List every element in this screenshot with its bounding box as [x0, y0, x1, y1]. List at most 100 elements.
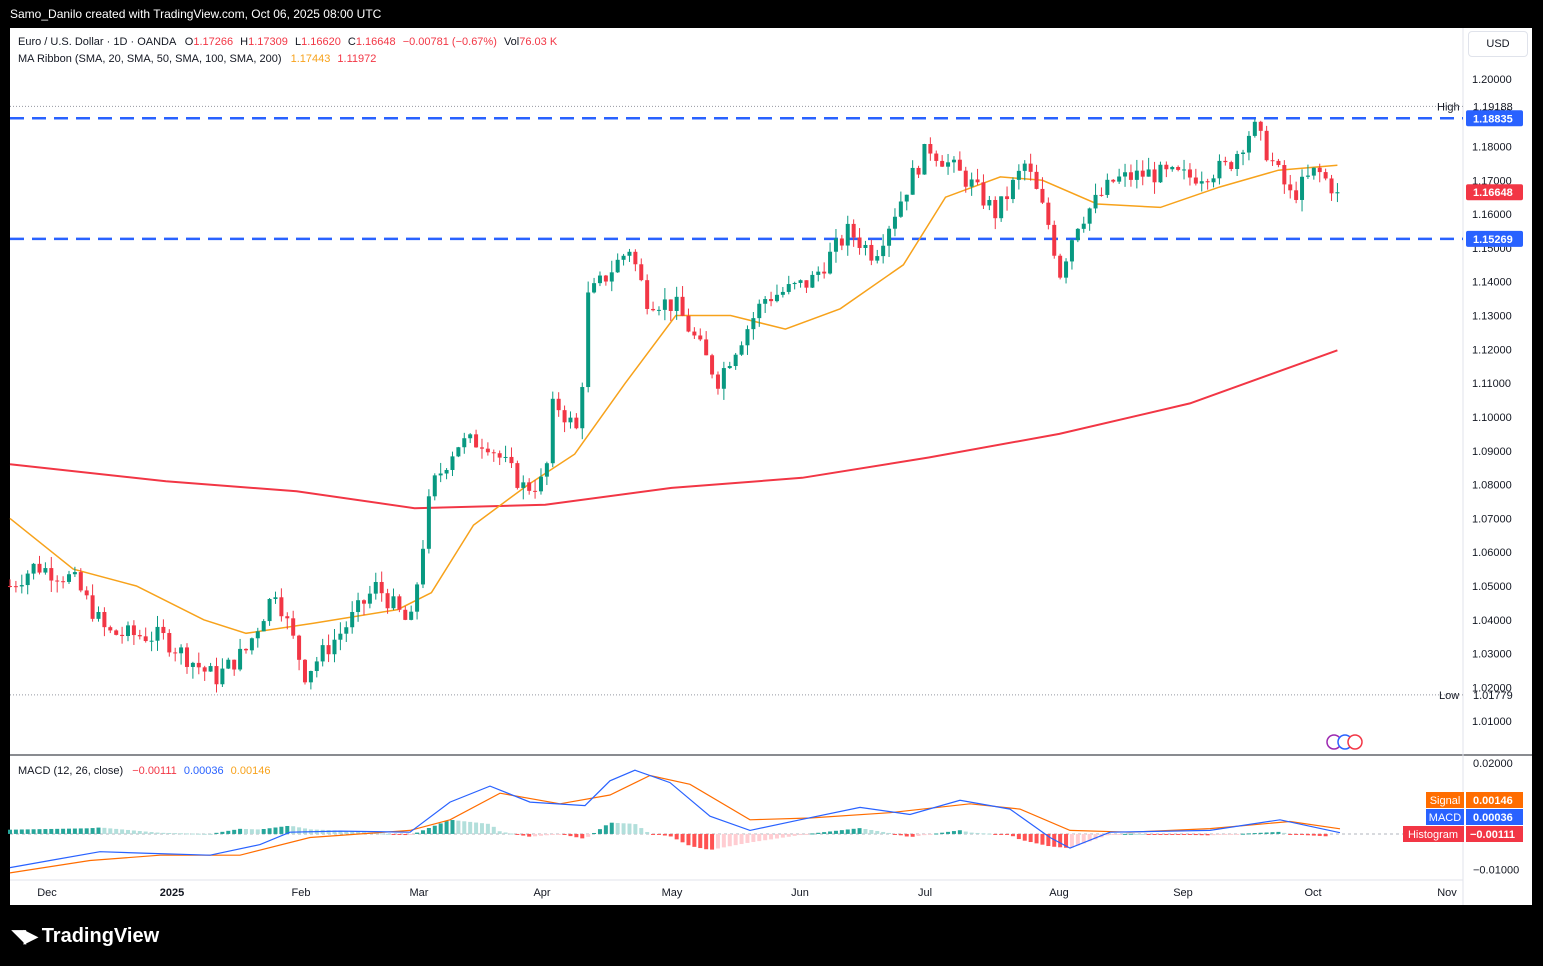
candle-body — [214, 666, 219, 685]
high-value: 1.17309 — [248, 36, 288, 48]
candle-body — [1022, 163, 1027, 171]
symbol-legend: Euro / U.S. Dollar · 1D · OANDA O1.17266… — [18, 36, 557, 48]
histogram-bar — [627, 823, 632, 834]
currency-selector[interactable]: USD — [1468, 31, 1528, 57]
candle-body — [845, 223, 850, 246]
candle-body — [568, 417, 573, 423]
histogram-bar — [291, 826, 296, 834]
candle-body — [1016, 170, 1021, 180]
candle-body — [291, 618, 296, 636]
candle-body — [1211, 178, 1216, 183]
macd-hist-legend: −0.00111 — [132, 765, 177, 777]
candle-body — [43, 568, 48, 573]
histogram-bar — [603, 825, 608, 834]
histogram-bar — [491, 826, 496, 834]
histogram-bar — [1123, 833, 1128, 835]
histogram-bar — [114, 828, 119, 834]
candle-body — [438, 473, 443, 476]
candle-body — [120, 634, 125, 637]
histogram-bar — [332, 830, 337, 834]
price-tick-label: 1.11000 — [1472, 378, 1511, 390]
candle-body — [1288, 184, 1293, 191]
low-label: L — [294, 36, 302, 48]
histogram-bar — [951, 831, 956, 834]
candle-body — [462, 438, 467, 448]
time-axis-label: 2025 — [160, 887, 184, 899]
candle-body — [78, 572, 83, 591]
candle-body — [491, 452, 496, 454]
histogram-bar — [1128, 833, 1133, 835]
histogram-bar — [302, 828, 307, 834]
histogram-bar — [19, 829, 24, 834]
histogram-bar — [509, 833, 514, 835]
price-tick-label: 1.08000 — [1472, 480, 1512, 492]
histogram-bar — [456, 820, 461, 834]
candle-body — [403, 609, 408, 620]
candle-body — [1140, 170, 1145, 177]
candle-body — [1329, 178, 1334, 194]
candle-body — [385, 593, 390, 609]
histogram-bar — [1193, 833, 1198, 836]
histogram-bar — [214, 832, 219, 834]
candle-body — [627, 251, 632, 256]
histogram-bar — [338, 830, 343, 834]
histogram-bar — [120, 829, 125, 834]
histogram-bar — [37, 829, 42, 834]
histogram-bar — [90, 828, 95, 834]
histogram-bar — [999, 833, 1004, 835]
histogram-bar — [727, 833, 732, 847]
histogram-bar — [479, 823, 484, 834]
time-axis-label: Feb — [292, 887, 311, 899]
candle-body — [114, 630, 119, 635]
candle-body — [963, 170, 968, 187]
histogram-bar — [556, 833, 561, 835]
candle-body — [1064, 261, 1069, 278]
candle-body — [839, 238, 844, 246]
histogram-bar — [1258, 832, 1263, 834]
histogram-value: −0.00111 — [1470, 829, 1515, 841]
low-label: Low — [1439, 690, 1459, 702]
candle-body — [90, 595, 95, 619]
candle-body — [704, 339, 709, 356]
candle-body — [1323, 172, 1328, 179]
candle-body — [544, 463, 549, 477]
open-label: O — [184, 36, 194, 48]
candle-body — [527, 482, 532, 491]
brand-name: TradingView — [41, 925, 160, 947]
candle-body — [804, 280, 809, 288]
histogram-bar — [432, 825, 437, 834]
high-label: High — [1437, 101, 1460, 113]
us-flag-icon — [1347, 734, 1363, 750]
histogram-bar — [615, 822, 620, 834]
histogram-bar — [751, 833, 756, 842]
candle-body — [656, 309, 661, 311]
histogram-bar — [904, 833, 909, 837]
candle-body — [792, 282, 797, 285]
histogram-bar — [892, 833, 897, 835]
candle-body — [993, 199, 998, 219]
histogram-bar — [249, 829, 254, 834]
price-tick-label: 1.13000 — [1472, 311, 1512, 323]
candle-body — [332, 639, 337, 655]
candle-body — [515, 463, 520, 488]
candle-body — [1223, 160, 1228, 163]
histogram-bar — [957, 830, 962, 834]
histogram-bar — [562, 833, 567, 835]
candle-body — [1105, 179, 1110, 195]
candle-body — [1099, 194, 1104, 196]
histogram-bar — [1087, 833, 1092, 842]
candle-body — [969, 179, 974, 187]
change-value: −0.00781 (−0.67%) — [402, 36, 497, 48]
candle-body — [1152, 169, 1157, 183]
histogram-bar — [993, 833, 998, 835]
histogram-bar — [426, 828, 431, 834]
candle-body — [208, 666, 213, 672]
macd-tick-label: −0.01000 — [1473, 864, 1519, 876]
histogram-bar — [1276, 831, 1281, 834]
histogram-bar — [963, 831, 968, 834]
candle-body — [863, 244, 868, 248]
candle-body — [946, 162, 951, 167]
macd-legend: MACD (12, 26, close) −0.00111 0.00036 0.… — [18, 765, 270, 777]
histogram-bar — [1158, 833, 1163, 835]
